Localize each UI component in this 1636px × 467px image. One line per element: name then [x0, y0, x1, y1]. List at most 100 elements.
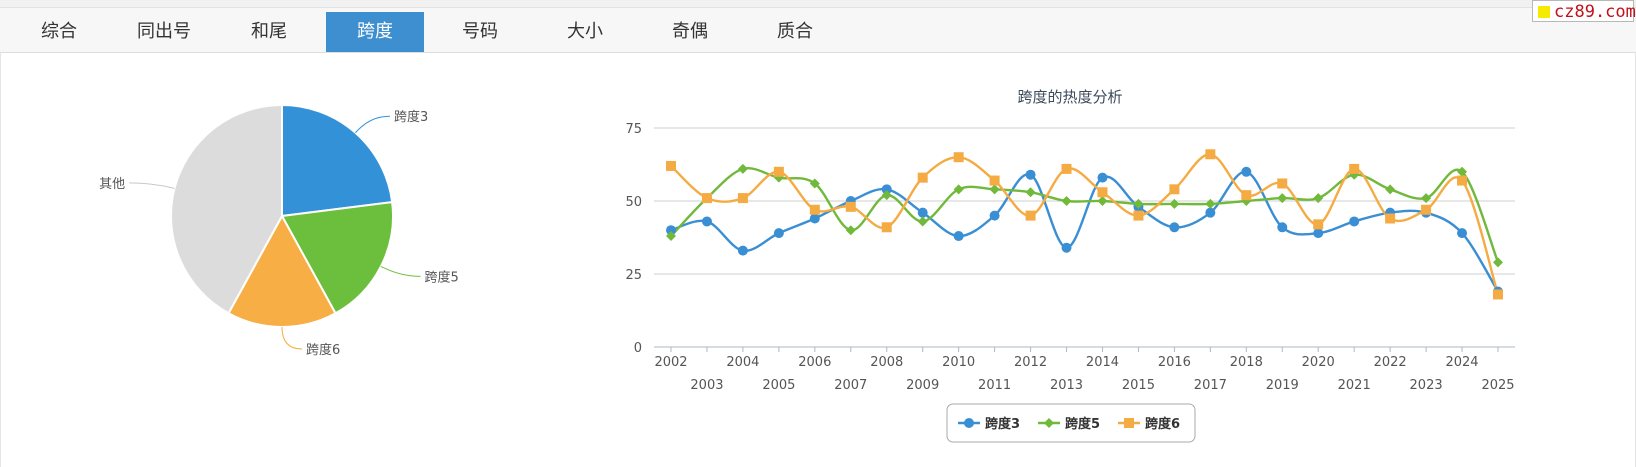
data-point-span3-2006[interactable] — [809, 213, 820, 224]
data-point-span5-2002[interactable] — [666, 231, 676, 242]
data-point-span5-2024[interactable] — [1457, 166, 1468, 177]
data-point-span3-2010[interactable] — [953, 231, 964, 242]
tab-sum-tail[interactable]: 和尾 — [251, 21, 287, 42]
x-tick-label-2007: 2007 — [834, 378, 867, 393]
data-point-span6-2011[interactable] — [989, 175, 1000, 186]
tab-same-numbers[interactable]: 同出号 — [137, 21, 191, 42]
data-point-span3-2021[interactable] — [1349, 216, 1360, 227]
tab-prime-composite[interactable]: 质合 — [777, 21, 813, 42]
data-point-span3-2002[interactable] — [666, 225, 676, 236]
data-point-span3-2003[interactable] — [701, 216, 712, 227]
data-point-span3-2020[interactable] — [1313, 228, 1324, 239]
data-point-span5-2019[interactable] — [1277, 193, 1288, 204]
data-point-span6-2018[interactable] — [1241, 190, 1252, 201]
data-point-span6-2009[interactable] — [917, 172, 928, 183]
data-point-span6-2005[interactable] — [773, 166, 784, 177]
data-point-span5-2020[interactable] — [1313, 193, 1324, 204]
data-point-span3-2011[interactable] — [989, 210, 1000, 221]
data-point-span3-2017[interactable] — [1205, 207, 1216, 218]
tab-span[interactable]: 跨度 — [326, 12, 424, 52]
data-point-span5-2013[interactable] — [1061, 196, 1072, 206]
data-point-span5-2010[interactable] — [953, 184, 964, 195]
legend-item-span3[interactable]: 跨度3 — [958, 416, 1020, 432]
x-tick-label-2009: 2009 — [906, 378, 939, 393]
data-point-span5-2014[interactable] — [1097, 196, 1108, 206]
data-point-span3-2024[interactable] — [1457, 228, 1468, 239]
legend-item-span5[interactable]: 跨度5 — [1038, 416, 1100, 432]
data-point-span6-2020[interactable] — [1313, 219, 1324, 230]
pie-connector-other — [129, 182, 175, 189]
data-point-span6-2022[interactable] — [1385, 213, 1396, 224]
data-point-span6-2021[interactable] — [1349, 163, 1360, 174]
tab-bar: 综合 同出号 和尾 跨度 号码 大小 奇偶 质合 — [0, 8, 1636, 53]
data-point-span5-2004[interactable] — [737, 163, 748, 174]
data-point-span5-2006[interactable] — [809, 178, 820, 189]
x-tick-label-2002: 2002 — [654, 355, 687, 370]
pie-connector-span6 — [281, 326, 303, 350]
x-tick-label-2016: 2016 — [1158, 355, 1191, 370]
data-point-span6-2014[interactable] — [1097, 187, 1108, 198]
site-logo[interactable]: cz89.com — [1532, 0, 1636, 22]
data-point-span6-2004[interactable] — [737, 193, 748, 204]
data-point-span5-2012[interactable] — [1025, 187, 1036, 198]
y-tick-label-75: 75 — [625, 122, 642, 137]
pie-label-span6: 跨度6 — [306, 342, 340, 358]
x-tick-label-2010: 2010 — [942, 355, 975, 370]
data-point-span5-2025[interactable] — [1493, 257, 1503, 268]
tab-number[interactable]: 号码 — [462, 21, 498, 42]
data-point-span3-2004[interactable] — [737, 245, 748, 256]
legend-item-span6[interactable]: 跨度6 — [1118, 416, 1180, 432]
pie-slice-span6[interactable] — [227, 213, 337, 328]
legend-label-span5: 跨度5 — [1065, 416, 1100, 432]
legend-marker-span5[interactable] — [1044, 418, 1054, 428]
data-point-span5-2023[interactable] — [1421, 193, 1432, 204]
data-point-span6-2025[interactable] — [1493, 289, 1503, 300]
x-tick-label-2005: 2005 — [762, 378, 795, 393]
data-point-span3-2019[interactable] — [1277, 222, 1288, 233]
data-point-span6-2012[interactable] — [1025, 210, 1036, 221]
tab-comprehensive[interactable]: 综合 — [41, 21, 77, 42]
tab-odd-even[interactable]: 奇偶 — [672, 21, 708, 42]
data-point-span6-2023[interactable] — [1421, 204, 1432, 215]
data-point-span5-2016[interactable] — [1169, 198, 1180, 209]
data-point-span6-2008[interactable] — [881, 222, 892, 233]
pie-slice-span3[interactable] — [281, 103, 394, 218]
data-point-span5-2007[interactable] — [845, 225, 856, 236]
data-point-span6-2017[interactable] — [1205, 149, 1216, 160]
data-point-span3-2014[interactable] — [1097, 172, 1108, 183]
data-point-span5-2008[interactable] — [881, 190, 892, 201]
tab-big-small[interactable]: 大小 — [567, 21, 603, 42]
data-point-span6-2024[interactable] — [1457, 175, 1468, 186]
x-tick-label-2004: 2004 — [726, 355, 759, 370]
pie-label-span3: 跨度3 — [394, 109, 428, 125]
x-tick-label-2013: 2013 — [1050, 378, 1083, 393]
data-point-span3-2005[interactable] — [773, 228, 784, 239]
x-tick-label-2020: 2020 — [1302, 355, 1335, 370]
data-point-span6-2003[interactable] — [701, 193, 712, 204]
data-point-span3-2018[interactable] — [1241, 166, 1252, 177]
data-point-span6-2006[interactable] — [809, 204, 820, 215]
data-point-span3-2013[interactable] — [1061, 242, 1072, 253]
data-point-span3-2008[interactable] — [881, 184, 892, 195]
data-point-span6-2016[interactable] — [1169, 184, 1180, 195]
data-point-span6-2007[interactable] — [845, 201, 856, 212]
data-point-span6-2019[interactable] — [1277, 178, 1288, 189]
legend-marker-span3[interactable] — [964, 418, 974, 428]
data-point-span5-2015[interactable] — [1133, 198, 1144, 209]
data-point-span6-2013[interactable] — [1061, 163, 1072, 174]
legend-label-span3: 跨度3 — [985, 416, 1020, 432]
y-tick-label-0: 0 — [634, 341, 642, 356]
data-point-span5-2017[interactable] — [1205, 198, 1216, 209]
data-point-span3-2009[interactable] — [917, 207, 928, 218]
data-point-span3-2012[interactable] — [1025, 169, 1036, 180]
y-tick-label-25: 25 — [625, 268, 642, 283]
data-point-span5-2022[interactable] — [1385, 184, 1396, 195]
data-point-span3-2016[interactable] — [1169, 222, 1180, 233]
data-point-span6-2002[interactable] — [666, 160, 676, 171]
x-tick-label-2021: 2021 — [1338, 378, 1371, 393]
data-point-span5-2011[interactable] — [989, 184, 1000, 195]
data-point-span5-2009[interactable] — [917, 216, 928, 227]
data-point-span6-2015[interactable] — [1133, 210, 1144, 221]
legend-marker-span6[interactable] — [1124, 418, 1134, 428]
data-point-span6-2010[interactable] — [953, 152, 964, 163]
